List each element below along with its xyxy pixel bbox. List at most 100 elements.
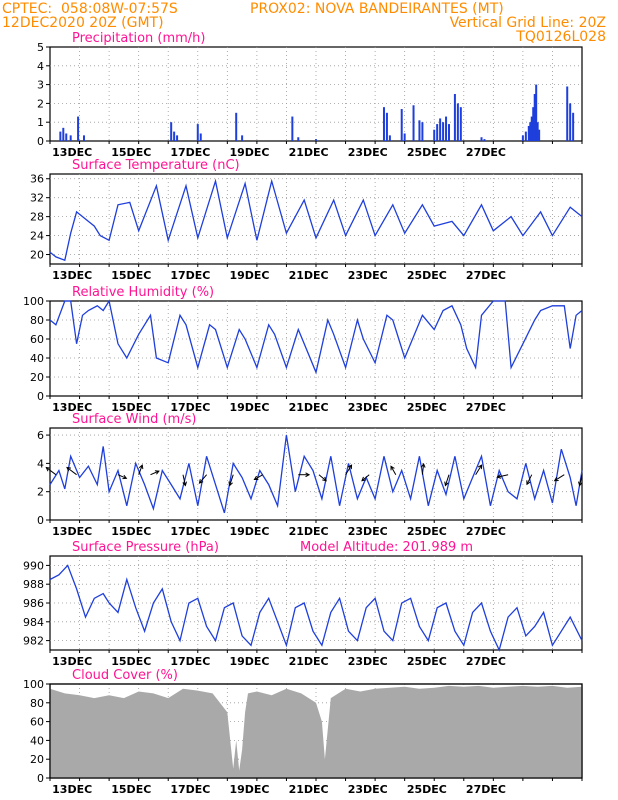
precipitation-bar	[445, 116, 448, 141]
precipitation-bar	[527, 125, 530, 141]
precipitation-bar	[412, 105, 415, 141]
precipitation-bar	[176, 135, 179, 141]
wind-panel-title: Surface Wind (m/s)	[72, 412, 196, 427]
wind-vector-arrow	[475, 464, 483, 475]
humidity-xtick-label: 19DEC	[229, 401, 269, 414]
wind-xtick-label: 15DEC	[111, 525, 151, 538]
precipitation-bar	[59, 131, 62, 141]
precipitation-bar	[439, 118, 442, 141]
precipitation-bar	[65, 133, 68, 141]
pressure-series-line	[49, 564, 583, 652]
wind-ytick-label: 0	[37, 514, 44, 527]
precipitation-bar	[82, 135, 85, 141]
humidity-ytick-label: 20	[30, 371, 44, 384]
precipitation-bar	[459, 107, 462, 141]
cloud-ytick-label: 20	[30, 753, 44, 766]
pressure-xtick-label: 27DEC	[466, 655, 506, 668]
precipitation-bar	[566, 86, 569, 141]
precipitation-bar	[480, 137, 483, 141]
precipitation-bar	[62, 127, 65, 141]
wind-vector-arrow	[497, 474, 509, 478]
humidity-xtick-label: 15DEC	[111, 401, 151, 414]
temperature-xtick-label: 17DEC	[170, 269, 210, 282]
temperature-xtick-label: 19DEC	[229, 269, 269, 282]
humidity-xtick-label: 23DEC	[348, 401, 388, 414]
wind-vector-arrow	[229, 474, 234, 486]
precipitation-ytick-label: 0	[37, 135, 44, 148]
temperature-ytick-label: 36	[30, 173, 44, 186]
wind-vector-head	[138, 464, 144, 470]
wind-vector-arrow	[66, 467, 77, 476]
wind-series-line	[49, 434, 583, 514]
temperature-xtick-label: 13DEC	[52, 269, 92, 282]
precipitation-bar	[77, 116, 80, 141]
pressure-xtick-label: 15DEC	[111, 655, 151, 668]
pressure-ytick-label: 986	[23, 597, 44, 610]
wind-vector-head	[526, 480, 531, 486]
pressure-xtick-label: 25DEC	[407, 655, 447, 668]
temperature-ytick-label: 24	[30, 230, 44, 243]
cloud-xtick-label: 19DEC	[229, 783, 269, 796]
precipitation-bar	[385, 112, 388, 141]
precipitation-ytick-label: 4	[37, 60, 44, 73]
precipitation-bar	[529, 122, 532, 141]
wind-vector-arrow	[526, 474, 533, 485]
precipitation-bar	[418, 120, 421, 141]
wind-vector-arrow	[361, 474, 370, 482]
cloud-xtick-label: 13DEC	[52, 783, 92, 796]
pressure-ytick-label: 990	[23, 559, 44, 572]
temperature-series-line	[49, 178, 583, 262]
precipitation-xtick-label: 23DEC	[348, 146, 388, 159]
wind-vector-head	[347, 464, 353, 470]
wind-vector-head	[322, 476, 327, 482]
wind-vector-arrow	[117, 474, 127, 479]
precipitation-bar	[173, 131, 176, 141]
cloud-plot-frame-overlay	[49, 683, 583, 779]
precipitation-ytick-label: 2	[37, 97, 44, 110]
cloud-xtick-label: 23DEC	[348, 783, 388, 796]
precipitation-plot-frame	[49, 46, 583, 142]
precipitation-bar	[442, 122, 445, 141]
precipitation-bar	[297, 137, 300, 141]
wind-vector-head	[578, 481, 583, 487]
cloud-xtick-label: 17DEC	[170, 783, 210, 796]
precipitation-bar	[235, 112, 238, 141]
precipitation-bar	[535, 84, 538, 141]
precipitation-bar	[196, 124, 199, 141]
pressure-panel-title: Surface Pressure (hPa)	[72, 540, 219, 555]
wind-vector-head	[420, 462, 426, 468]
header-right-line2: Vertical Grid Line: 20Z	[449, 15, 606, 31]
precipitation-bar	[524, 131, 527, 141]
precipitation-ytick-label: 3	[37, 79, 44, 92]
pressure-ytick-label: 982	[23, 635, 44, 648]
temperature-ytick-label: 20	[30, 249, 44, 262]
cloud-ytick-label: 40	[30, 734, 44, 747]
precipitation-bar	[532, 107, 535, 141]
precipitation-bar	[521, 135, 524, 141]
precipitation-bar	[456, 103, 459, 141]
wind-vector-head	[361, 476, 367, 482]
pressure-ytick-label: 984	[23, 616, 44, 629]
precipitation-bar	[538, 129, 541, 141]
wind-xtick-label: 13DEC	[52, 525, 92, 538]
precipitation-bar	[69, 135, 72, 141]
wind-vector-arrow	[579, 474, 583, 486]
wind-vector-arrow	[318, 474, 327, 482]
cloud-panel-title: Cloud Cover (%)	[72, 668, 178, 683]
wind-vector-head	[496, 474, 502, 479]
wind-vector-arrow	[554, 474, 565, 482]
wind-xtick-label: 23DEC	[348, 525, 388, 538]
cloud-ytick-label: 0	[37, 772, 44, 785]
precipitation-panel-title: Precipitation (mm/h)	[72, 31, 205, 46]
cloud-ytick-label: 100	[23, 678, 44, 691]
wind-xtick-label: 17DEC	[170, 525, 210, 538]
precipitation-xtick-label: 27DEC	[466, 146, 506, 159]
precipitation-xtick-label: 21DEC	[289, 146, 329, 159]
precipitation-bar	[199, 133, 202, 141]
wind-vector-arrow	[199, 474, 208, 484]
precipitation-bar	[400, 109, 403, 141]
wind-vector-head	[45, 466, 51, 472]
precipitation-bar	[241, 135, 244, 141]
wind-vector-head	[228, 481, 233, 487]
precipitation-bar	[530, 116, 533, 141]
